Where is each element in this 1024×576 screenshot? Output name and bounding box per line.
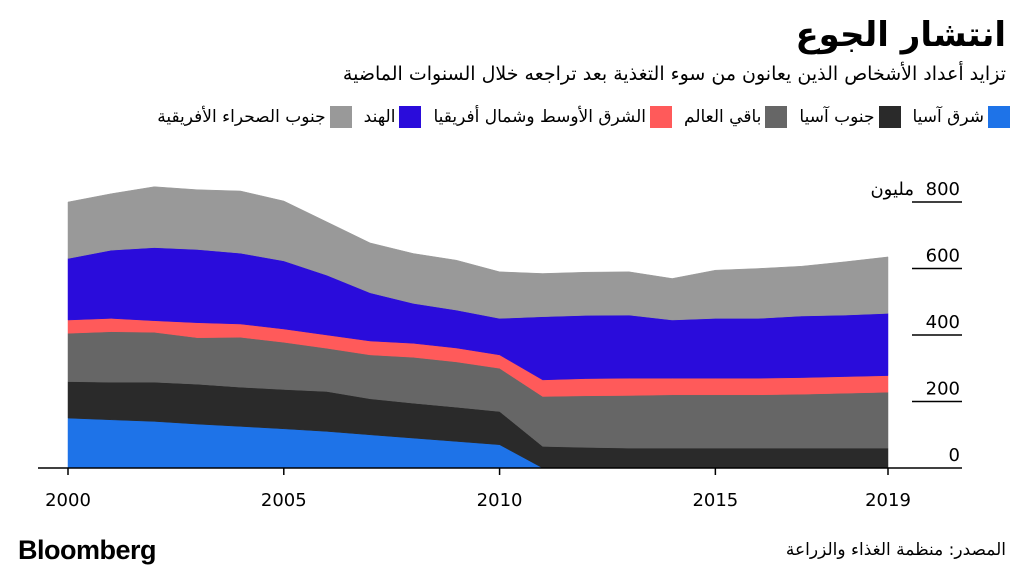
- legend-swatch-1: [878, 106, 901, 128]
- x-tick-label-2010: 2010: [477, 490, 523, 511]
- stacked-area-chart: 0 200 400 600 800 مليون 2000 2005 2010 2015 2019: [38, 179, 962, 511]
- legend-swatch-0: [988, 106, 1010, 128]
- x-tick-label-2015: 2015: [692, 490, 738, 511]
- legend-swatch-2: [765, 106, 788, 128]
- legend-label-0: شرق آسيا: [912, 107, 985, 127]
- x-tick-label-2000: 2000: [45, 490, 91, 511]
- y-tick-label-0: 0: [949, 445, 960, 466]
- legend-item-5: جنوب الصحراء الأفريقية: [157, 104, 352, 130]
- legend-label-3: الشرق الأوسط وشمال أفريقيا: [433, 107, 646, 127]
- legend-item-3: الشرق الأوسط وشمال أفريقيا: [433, 104, 672, 130]
- chart-title: انتشار الجوع: [795, 15, 1006, 55]
- legend-item-1: جنوب آسيا: [799, 104, 901, 130]
- source-note: المصدر: منظمة الغذاء والزراعة: [785, 540, 1006, 560]
- legend-item-0: شرق آسيا: [912, 104, 1010, 130]
- x-tick-label-2019: 2019: [865, 490, 911, 511]
- x-tick-label-2005: 2005: [261, 490, 307, 511]
- bloomberg-logo: Bloomberg: [18, 535, 157, 565]
- legend: شرق آسيا جنوب آسيا باقي العالم الشرق الأوسط…: [157, 104, 1010, 130]
- legend-label-5: جنوب الصحراء الأفريقية: [157, 107, 326, 127]
- legend-swatch-3: [650, 106, 672, 128]
- area-series-5: [67, 186, 889, 321]
- y-tick-label-800: 800: [926, 179, 960, 200]
- y-tick-label-200: 200: [926, 379, 960, 400]
- y-unit-label: مليون: [870, 179, 914, 200]
- legend-item-4: الهند: [364, 104, 422, 130]
- legend-swatch-4: [399, 106, 422, 128]
- legend-item-2: باقي العالم: [684, 104, 788, 130]
- legend-label-1: جنوب آسيا: [799, 107, 875, 127]
- legend-label-2: باقي العالم: [684, 107, 762, 127]
- chart-subtitle: تزايد أعداد الأشخاص الذين يعانون من سوء …: [342, 63, 1006, 85]
- legend-label-4: الهند: [363, 107, 396, 127]
- legend-swatch-5: [329, 106, 352, 128]
- y-tick-label-600: 600: [926, 246, 960, 267]
- y-tick-label-400: 400: [926, 312, 960, 333]
